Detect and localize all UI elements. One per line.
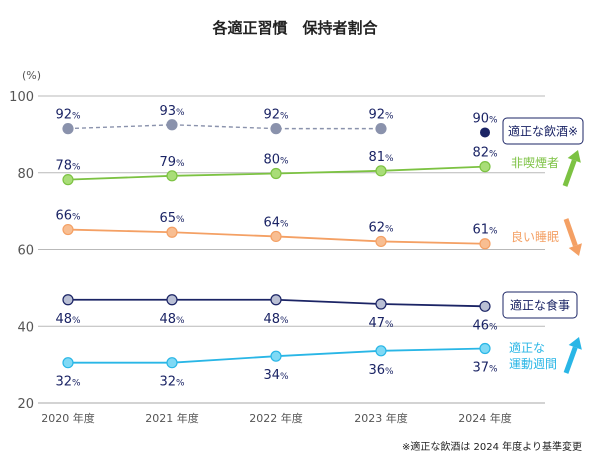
value-label-exercise: 34% <box>263 368 289 383</box>
data-point-drink <box>375 123 387 135</box>
data-point-sleep <box>375 235 387 248</box>
y-tick-label: 20 <box>17 397 34 412</box>
value-label-smoke: 81% <box>368 150 394 165</box>
data-point-sleep <box>62 223 74 236</box>
y-tick-label: 80 <box>17 167 34 182</box>
legend-label-drink-box <box>502 117 584 145</box>
data-point-drink <box>62 123 74 135</box>
footnote: ※適正な飲酒は 2024 年度より基準変更 <box>402 440 582 453</box>
value-label-smoke: 82% <box>472 146 498 161</box>
data-point-smoke <box>166 170 178 182</box>
trend-arrow-down-sleep-head <box>568 243 582 256</box>
data-point-exercise <box>166 357 178 369</box>
y-tick-label: 60 <box>17 244 34 259</box>
value-label-sleep: 66% <box>55 209 81 224</box>
value-label-drink: 92% <box>368 108 394 123</box>
data-point-exercise <box>62 357 74 369</box>
value-label-smoke: 80% <box>263 153 289 168</box>
value-label-sleep: 62% <box>368 220 394 235</box>
trend-arrow-up-exercise-head <box>568 337 582 350</box>
value-label-diet: 47% <box>368 316 394 331</box>
trend-arrow-down-sleep <box>563 218 582 256</box>
value-label-diet: 48% <box>159 312 185 327</box>
data-point-diet <box>375 298 387 310</box>
value-label-exercise: 32% <box>55 375 81 390</box>
data-point-sleep <box>270 230 282 243</box>
trend-arrow-up-exercise-shaft <box>563 346 578 374</box>
data-point-diet <box>62 294 74 306</box>
trend-arrow-up-smoke-shaft <box>562 159 577 187</box>
y-axis-unit: (%) <box>22 69 41 82</box>
series-line-drink <box>67 124 381 130</box>
value-label-smoke: 78% <box>55 159 81 174</box>
axis-layer: 100 80 60 40 20 2020 年度 2021 年度 2022 年度 2023 年度 2… <box>9 90 512 425</box>
trend-arrow-down-sleep-shaft <box>563 218 578 247</box>
x-tick-label: 2021 年度 <box>145 411 199 425</box>
value-label-diet: 48% <box>55 312 81 327</box>
data-point-smoke <box>62 174 74 186</box>
value-label-sleep: 61% <box>472 223 498 238</box>
x-tick-label: 2023 年度 <box>354 411 408 425</box>
legend-label-drink: 適正な飲酒※ <box>508 124 578 139</box>
data-point-exercise <box>375 345 387 357</box>
trend-arrow-up-smoke <box>562 150 581 187</box>
value-label-exercise: 36% <box>368 363 394 378</box>
data-point-diet <box>479 300 491 312</box>
data-point-drink <box>166 119 178 131</box>
value-label-exercise: 37% <box>472 361 498 376</box>
data-point-drink <box>270 123 282 135</box>
legend-label-smoke: 非喫煙者 <box>511 156 559 170</box>
legend-label-diet: 適正な食事 <box>510 298 570 313</box>
value-label-drink: 90% <box>472 111 498 126</box>
grid-layer <box>38 95 545 404</box>
trend-arrow-up-exercise <box>563 337 582 374</box>
data-point-smoke <box>270 167 282 180</box>
legend-label-diet-box <box>502 291 578 319</box>
legend-label-exercise: 適正な <box>509 340 545 355</box>
value-label-diet: 46% <box>472 318 498 333</box>
value-label-smoke: 79% <box>159 155 185 170</box>
data-point-sleep <box>166 226 178 238</box>
value-label-drink: 92% <box>263 108 289 123</box>
data-point-smoke <box>375 165 387 177</box>
legend-label-sleep: 良い睡眠 <box>511 229 559 244</box>
y-tick-label: 40 <box>17 320 34 335</box>
value-label-sleep: 64% <box>263 215 289 230</box>
value-label-exercise: 32% <box>159 375 185 390</box>
data-point-drink <box>480 127 490 138</box>
x-tick-label: 2024 年度 <box>458 411 512 425</box>
x-tick-label: 2022 年度 <box>249 411 303 425</box>
label-layer: 92% 93% 92% 92% 90% 78% 79% 80% 81% 82% 66% 65% 64% 6… <box>55 104 498 390</box>
value-label-drink: 92% <box>55 108 81 123</box>
y-tick-label: 100 <box>9 90 34 105</box>
data-point-sleep <box>479 238 491 250</box>
value-label-diet: 48% <box>263 312 289 327</box>
series-layer <box>62 119 491 369</box>
legend-label-exercise: 運動週間 <box>509 357 557 371</box>
value-label-drink: 93% <box>159 104 185 119</box>
data-point-exercise <box>270 350 282 362</box>
data-point-diet <box>270 294 282 306</box>
data-point-smoke <box>479 161 491 173</box>
data-point-diet <box>166 294 178 306</box>
chart-title: 各適正習慣 保持者割合 <box>211 19 378 37</box>
trend-arrow-up-smoke-head <box>567 150 581 163</box>
x-tick-label: 2020 年度 <box>41 411 95 425</box>
value-label-sleep: 65% <box>159 211 185 226</box>
data-point-exercise <box>479 342 491 355</box>
